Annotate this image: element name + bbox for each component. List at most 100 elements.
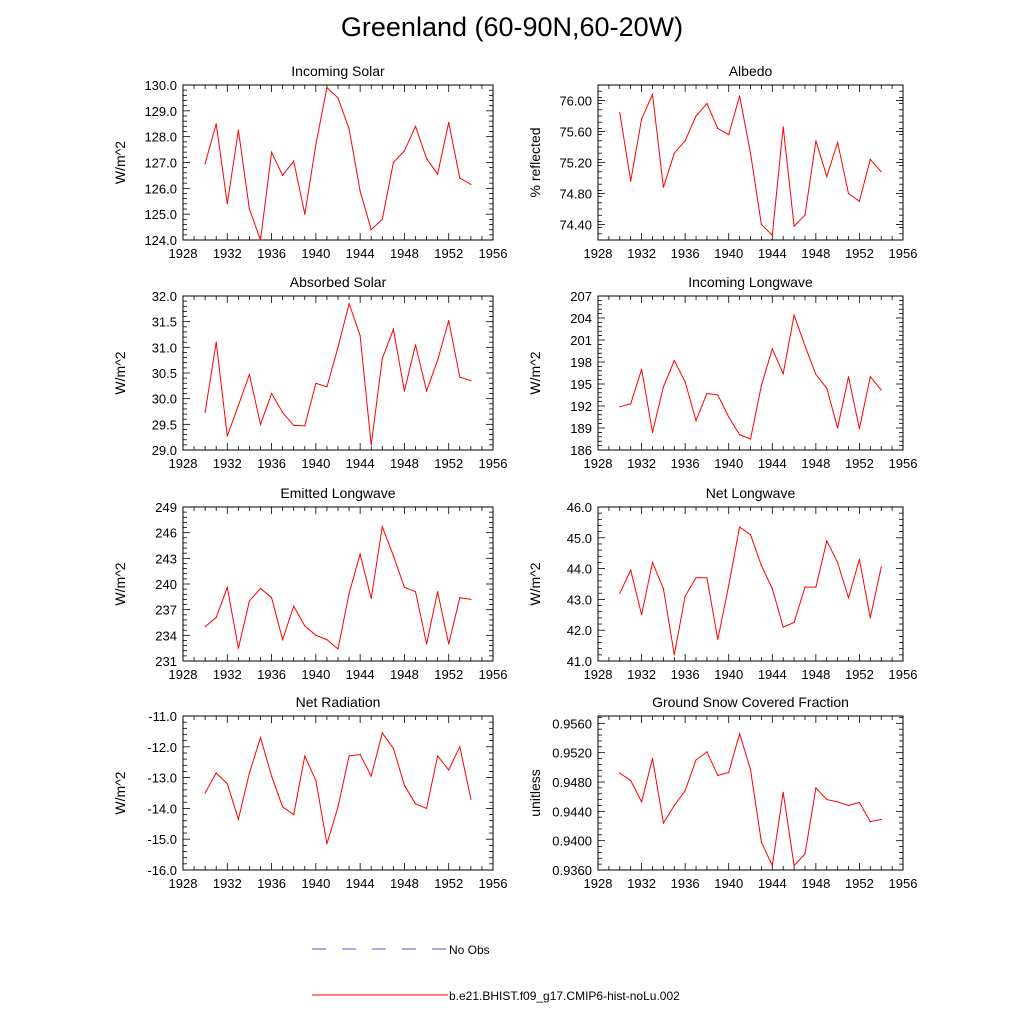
data-point [259, 239, 262, 241]
data-point [717, 127, 719, 129]
y-tick-label: 246 [155, 526, 177, 541]
panel-net-radiation: Net Radiation W/m^2 1928 1932 1936 1940 1944 19… [112, 694, 507, 891]
data-point [414, 803, 417, 805]
y-tick-label: 192 [570, 399, 592, 414]
data-point [728, 584, 730, 587]
series-line-b-e21-bhist-f09-g17-cmip6-hist-nolu-002 [619, 731, 882, 868]
data-point [381, 218, 383, 220]
y-tick-label: 46.0 [567, 500, 592, 515]
data-point [695, 420, 697, 422]
data-point [437, 591, 439, 593]
data-point [381, 526, 383, 528]
data-point [448, 121, 450, 124]
panel-title: Net Longwave [706, 485, 796, 501]
x-tick-label: 1956 [479, 876, 508, 891]
y-axis-label: unitless [527, 769, 543, 816]
y-tick-label: 75.20 [559, 156, 592, 171]
data-point [662, 822, 665, 824]
data-point [470, 798, 472, 800]
data-point [760, 564, 763, 567]
data-point [426, 390, 428, 392]
data-point [315, 780, 317, 782]
data-point [326, 87, 328, 89]
y-tick-label: 127.0 [144, 156, 177, 171]
data-point [459, 376, 461, 378]
data-point [771, 865, 773, 867]
y-tick-label: 29.0 [152, 443, 177, 458]
y-tick-label: 31.5 [152, 315, 177, 330]
data-point [815, 787, 817, 789]
series-line-b-e21-bhist-f09-g17-cmip6-hist-nolu-002 [204, 86, 472, 241]
x-tick-label: 1944 [758, 246, 787, 261]
plot-frame [182, 506, 494, 662]
y-axis-label: W/m^2 [112, 351, 128, 394]
x-tick-label: 1956 [889, 246, 918, 261]
data-point [403, 784, 405, 786]
data-point [684, 595, 686, 597]
data-point [293, 814, 295, 816]
data-point [293, 424, 295, 426]
y-axis-label: W/m^2 [527, 562, 543, 605]
data-point [304, 755, 306, 757]
data-point [392, 747, 394, 749]
y-tick-label: 204 [570, 311, 592, 326]
y-tick-label: 30.5 [152, 366, 177, 381]
data-point [651, 561, 654, 564]
data-point [414, 344, 417, 346]
data-point [293, 160, 295, 162]
data-point [619, 112, 621, 114]
data-point [760, 841, 763, 843]
data-point [470, 380, 472, 382]
x-tick-label: 1932 [627, 876, 656, 891]
legend-item-b-e21-bhist-f09-g17-cmip6-hist-nolu-002: b.e21.BHIST.f09_g17.CMIP6-hist-noLu.002 [312, 989, 680, 1003]
x-tick-label: 1952 [434, 667, 463, 682]
data-point [706, 577, 708, 579]
data-point [706, 751, 708, 753]
legend-label: No Obs [449, 943, 490, 957]
data-point [684, 381, 686, 383]
data-point [858, 801, 861, 804]
panel-incoming-solar: Incoming Solar W/m^2 1928 1932 1936 1940 1944 1… [112, 63, 507, 261]
y-tick-label: -12.0 [147, 740, 177, 755]
y-tick-label: 29.5 [152, 417, 177, 432]
x-tick-label: 1952 [845, 667, 874, 682]
data-point [641, 614, 643, 616]
y-tick-label: 126.0 [144, 181, 177, 196]
data-point [641, 118, 643, 120]
x-tick-label: 1936 [671, 667, 700, 682]
x-tick-label: 1948 [390, 876, 419, 891]
data-point [370, 775, 372, 777]
x-tick-label: 1944 [758, 876, 787, 891]
y-tick-label: 41.0 [567, 654, 592, 669]
x-tick-label: 1940 [714, 246, 743, 261]
x-tick-label: 1940 [301, 456, 330, 471]
y-tick-label: 243 [155, 551, 177, 566]
x-tick-label: 1948 [390, 667, 419, 682]
data-point [706, 103, 708, 105]
data-point [706, 392, 708, 395]
data-point [237, 818, 239, 820]
x-tick-label: 1932 [213, 456, 242, 471]
y-tick-label: 201 [570, 333, 592, 348]
data-point [858, 558, 861, 561]
y-tick-label: 0.9440 [552, 804, 592, 819]
y-axis-label: W/m^2 [112, 562, 128, 605]
y-tick-label: 76.00 [559, 94, 592, 109]
data-point [215, 341, 217, 343]
data-point [248, 772, 250, 774]
y-tick-label: 0.9520 [552, 746, 592, 761]
x-tick-label: 1932 [627, 246, 656, 261]
panel-incoming-longwave: Incoming Longwave W/m^2 1928 1932 1936 1940 19… [527, 274, 917, 471]
data-point [847, 376, 850, 378]
data-point [695, 577, 697, 579]
data-point [739, 95, 741, 97]
data-point [673, 152, 675, 154]
data-point [204, 792, 206, 794]
data-point [215, 616, 217, 619]
data-point [370, 229, 372, 231]
y-axis-label: W/m^2 [112, 141, 128, 184]
panel-title: Ground Snow Covered Fraction [652, 694, 849, 710]
data-point [271, 775, 273, 777]
data-point [326, 843, 328, 845]
data-point [630, 403, 632, 405]
